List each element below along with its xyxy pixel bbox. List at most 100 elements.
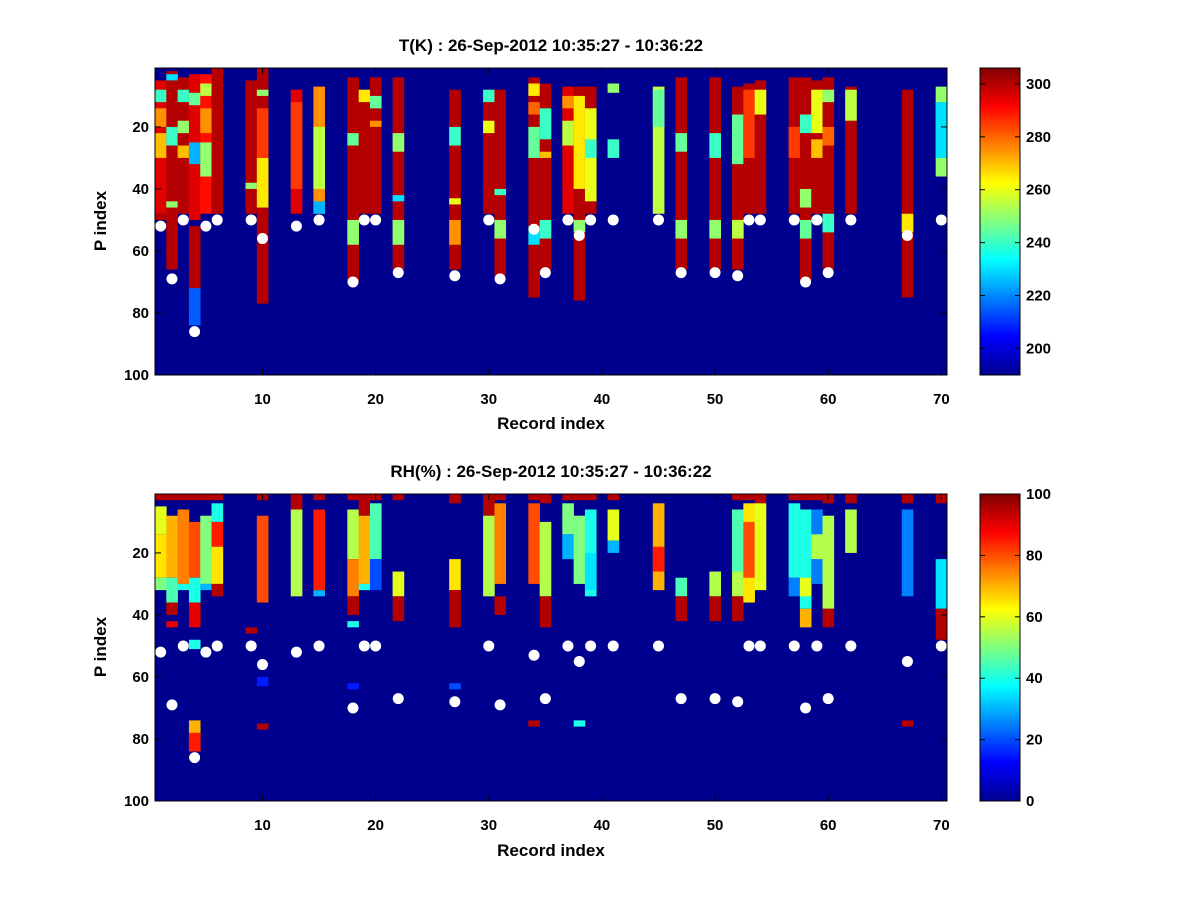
heatmap-cell — [347, 77, 359, 282]
heatmap-cell — [166, 494, 178, 501]
heatmap-cell — [392, 596, 405, 622]
heatmap-cell — [245, 80, 258, 214]
heatmap-cell — [392, 219, 405, 245]
heatmap-cell — [528, 83, 540, 96]
surface-marker — [743, 640, 755, 652]
surface-marker — [754, 214, 766, 226]
surface-marker — [607, 640, 619, 652]
surface-marker — [845, 640, 857, 652]
y-tick-label: 40 — [132, 607, 149, 624]
heatmap-cell — [901, 720, 914, 727]
heatmap-cell — [607, 139, 620, 158]
colorbar-tick-label: 200 — [1026, 341, 1051, 358]
colorbar-ticks: 200 220 240 260 280 300 — [980, 76, 1051, 358]
surface-marker — [562, 214, 574, 226]
heatmap-cell — [200, 583, 212, 591]
heatmap-cell — [494, 89, 507, 276]
surface-marker — [935, 214, 947, 226]
heatmap-cell — [845, 89, 857, 121]
y-tick-label: 40 — [132, 181, 149, 198]
surface-marker — [177, 640, 189, 652]
heatmap-cell — [166, 602, 178, 615]
heatmap-cell — [732, 219, 744, 239]
heatmap-cell — [652, 503, 665, 591]
heatmap-cell — [562, 120, 574, 146]
heatmap-cell — [607, 83, 620, 93]
colorbar-tick-label: 20 — [1026, 732, 1043, 749]
heatmap-cell — [494, 188, 507, 196]
heatmap-cell — [358, 494, 371, 516]
surface-marker — [155, 646, 167, 658]
y-tick-label: 20 — [132, 545, 149, 562]
heatmap-cell — [200, 515, 212, 584]
surface-marker — [732, 696, 744, 708]
heatmap-cell — [584, 494, 597, 501]
heatmap-cell — [155, 213, 167, 220]
heatmap-cell — [732, 571, 744, 597]
heatmap-cell — [494, 219, 507, 239]
heatmap-cell — [166, 71, 178, 270]
surface-marker — [709, 267, 721, 279]
heatmap-cell — [573, 86, 586, 301]
heatmap-cell — [392, 133, 405, 152]
heatmap-cell — [562, 534, 574, 560]
colorbar: 200 220 240 260 280 300 — [979, 67, 1051, 376]
heatmap-cell — [788, 126, 801, 158]
heatmap-cell — [188, 577, 201, 603]
y-tick-label: 60 — [132, 669, 149, 686]
heatmap-cell — [211, 151, 224, 208]
surface-markers — [155, 640, 947, 764]
x-tick-label: 70 — [933, 817, 950, 834]
heatmap-cell — [166, 621, 178, 628]
y-axis-label: P index — [91, 190, 110, 251]
heatmap-cell — [732, 494, 744, 501]
surface-marker — [211, 640, 223, 652]
heatmap-cell — [754, 503, 767, 591]
surface-marker — [358, 640, 370, 652]
surface-markers — [155, 214, 947, 338]
heatmap-cell — [584, 552, 597, 591]
heatmap-cell — [573, 515, 586, 584]
surface-marker — [652, 214, 664, 226]
heatmap-cell — [675, 577, 688, 597]
colorbar: 0 20 40 60 80 100 — [979, 486, 1051, 810]
surface-marker — [494, 699, 506, 711]
heatmap-cell — [211, 68, 224, 214]
x-tick-label: 60 — [820, 391, 837, 408]
heatmap-cell — [788, 494, 801, 501]
colorbar-tick-label: 300 — [1026, 76, 1051, 93]
heatmap-cell — [811, 139, 823, 158]
surface-marker — [166, 699, 178, 711]
y-axis: 20 40 60 80 100 — [124, 545, 947, 810]
heatmap-cell — [539, 219, 552, 239]
heatmap-cell — [188, 494, 201, 501]
heatmap-cell — [369, 77, 382, 214]
heatmap-cell — [528, 494, 540, 501]
heatmap-cell — [347, 509, 359, 560]
heatmap-cell — [211, 546, 224, 584]
heatmap-cell — [799, 509, 812, 609]
surface-marker — [245, 640, 257, 652]
heatmap-cell — [449, 198, 461, 205]
surface-marker — [788, 214, 800, 226]
heatmap-cell — [290, 509, 303, 597]
heatmap-cell — [652, 89, 665, 127]
surface-marker — [935, 640, 947, 652]
heatmap-cell — [290, 102, 303, 189]
heatmap-cell — [256, 676, 269, 687]
heatmap-cell — [392, 571, 405, 597]
heatmap-cell — [313, 590, 326, 597]
surface-marker — [573, 655, 585, 667]
surface-marker — [483, 214, 495, 226]
heatmap-cell — [313, 126, 326, 189]
heatmap-cell — [449, 559, 461, 591]
surface-marker — [528, 223, 540, 235]
heatmap-cell — [188, 732, 201, 752]
heatmap-cell — [709, 133, 722, 158]
heatmap-cell — [799, 608, 812, 628]
surface-marker — [347, 702, 359, 714]
colorbar-tick-label: 220 — [1026, 288, 1051, 305]
surface-marker — [675, 267, 687, 279]
heatmap-cell — [155, 89, 167, 103]
surface-marker — [200, 220, 212, 232]
